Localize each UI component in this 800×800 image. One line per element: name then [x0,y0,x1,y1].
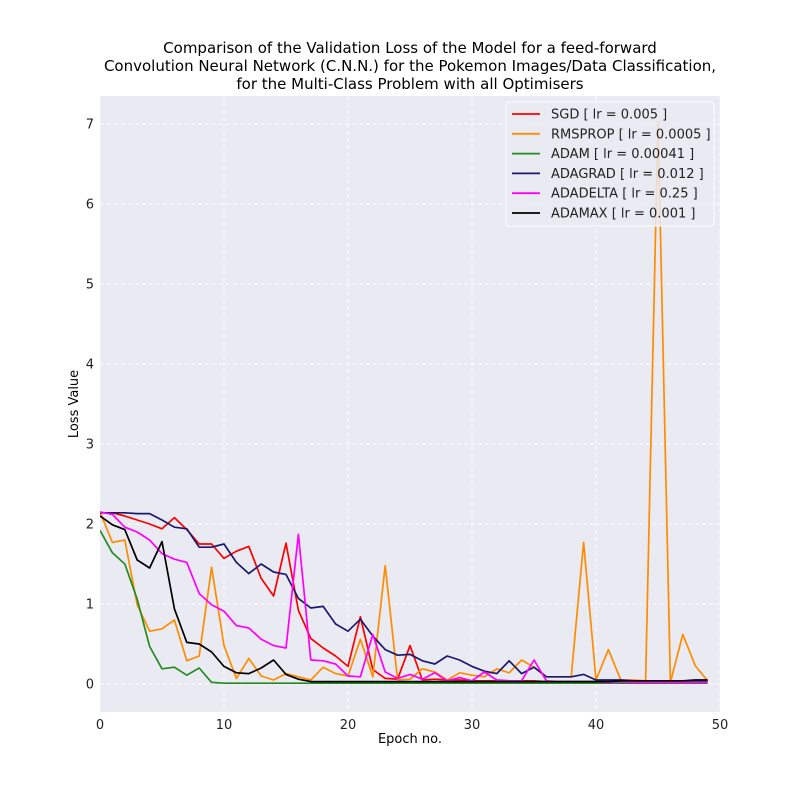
chart-title-line-2: Convolution Neural Network (C.N.N.) for … [104,57,716,75]
legend-label: ADAGRAD [ lr = 0.012 ] [551,167,704,182]
y-tick-label: 5 [86,278,94,293]
x-tick-label: 10 [216,718,233,733]
legend-item: ADAGRAD [ lr = 0.012 ] [512,167,704,182]
legend-label: ADADELTA [ lr = 0.25 ] [551,187,698,202]
chart-title-line-3: for the Multi-Class Problem with all Opt… [236,75,583,93]
x-tick-label: 20 [340,718,357,733]
grid-lines [99,96,721,712]
legend-label: SGD [ lr = 0.005 ] [551,108,667,123]
chart-title: Comparison of the Validation Loss of the… [104,39,716,93]
x-tick-label: 0 [96,718,104,733]
series-line-2 [100,529,708,685]
legend-item: ADAM [ lr = 0.00041 ] [512,147,694,162]
legend-box [505,101,715,227]
legend-item: RMSPROP [ lr = 0.0005 ] [512,127,711,142]
y-tick-label: 0 [86,678,94,693]
legend-label: RMSPROP [ lr = 0.0005 ] [551,127,711,142]
y-tick-label: 4 [86,358,94,373]
x-tick-label: 40 [588,718,605,733]
series-line-3 [100,511,708,682]
legend-item: ADADELTA [ lr = 0.25 ] [512,187,698,202]
legend-label: ADAM [ lr = 0.00041 ] [551,147,694,162]
y-axis-label: Loss Value [67,370,82,438]
y-tick-label: 1 [86,598,94,613]
y-axis-ticks: 0 1 2 3 4 5 6 7 [86,118,94,693]
y-tick-label: 6 [86,198,94,213]
legend: SGD [ lr = 0.005 ] RMSPROP [ lr = 0.0005 … [505,101,715,227]
x-tick-label: 30 [464,718,481,733]
series-lines [100,120,709,685]
y-tick-label: 7 [86,118,94,133]
chart-title-line-1: Comparison of the Validation Loss of the… [163,39,657,57]
series-line-5 [100,515,708,683]
x-axis-ticks: 0 10 20 30 40 50 [96,718,728,733]
legend-item: SGD [ lr = 0.005 ] [512,108,667,123]
series-line-1 [100,120,709,684]
x-tick-label: 50 [712,718,729,733]
y-tick-label: 2 [86,518,94,533]
x-axis-label: Epoch no. [378,732,442,747]
y-tick-label: 3 [86,438,94,453]
legend-item: ADAMAX [ lr = 0.001 ] [512,207,695,222]
legend-label: ADAMAX [ lr = 0.001 ] [551,207,695,222]
